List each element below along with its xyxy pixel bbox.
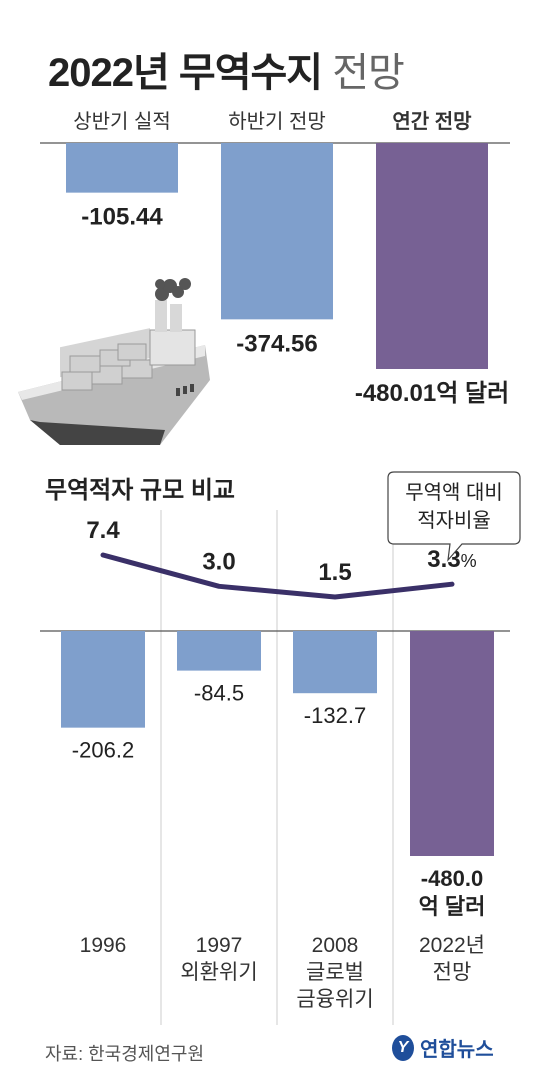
year-label: 2008	[312, 934, 359, 957]
bubble-shape	[387, 471, 521, 562]
logo-mark-icon: Y	[392, 1034, 414, 1061]
year-label: 1996	[80, 934, 127, 957]
bottom-bar	[293, 631, 377, 694]
year-label: 1997	[196, 934, 243, 957]
year-label: 전망	[433, 961, 472, 984]
top-value-label: -480.01억 달러	[355, 380, 509, 407]
source-note: 자료: 한국경제연구원	[45, 1044, 205, 1064]
cargo-ship-icon	[18, 278, 210, 445]
bottom-value-label: -480.0	[421, 866, 483, 891]
title-sub: 전망	[332, 51, 405, 95]
page-title: 2022년 무역수지 전망	[48, 40, 405, 98]
top-category-label: 하반기 전망	[228, 110, 326, 133]
logo: Y 연합뉴스	[392, 1033, 494, 1062]
top-bar	[66, 143, 178, 193]
year-label: 글로벌	[306, 961, 364, 984]
top-value-label: -105.44	[81, 204, 163, 231]
ratio-label: 3.0	[202, 548, 235, 575]
bottom-value-label: 억 달러	[419, 894, 486, 919]
bottom-value-label: -84.5	[194, 681, 244, 706]
bottom-value-label: -132.7	[304, 703, 366, 728]
year-label: 2022년	[419, 934, 485, 957]
top-category-label: 상반기 실적	[73, 110, 171, 133]
bottom-heading: 무역적자 규모 비교	[45, 477, 235, 504]
bubble-text: 무역액 대비	[405, 481, 503, 504]
top-bar	[376, 143, 488, 369]
bottom-bar	[61, 631, 145, 728]
ratio-label: 1.5	[318, 559, 351, 586]
top-category-label: 연간 전망	[392, 110, 472, 133]
logo-text: 연합뉴스	[420, 1039, 494, 1061]
top-bar	[221, 143, 333, 320]
title-main: 2022년 무역수지	[48, 51, 323, 95]
ratio-line	[100, 552, 455, 600]
year-label: 외환위기	[180, 961, 257, 984]
bottom-value-label: -206.2	[72, 738, 134, 763]
ratio-label: 7.4	[86, 517, 120, 544]
year-label: 금융위기	[296, 988, 373, 1011]
bubble-text: 적자비율	[417, 509, 491, 532]
bottom-bar	[410, 631, 494, 856]
top-value-label: -374.56	[236, 330, 317, 357]
ratio-unit: %	[461, 551, 477, 571]
bottom-bar	[177, 631, 261, 671]
